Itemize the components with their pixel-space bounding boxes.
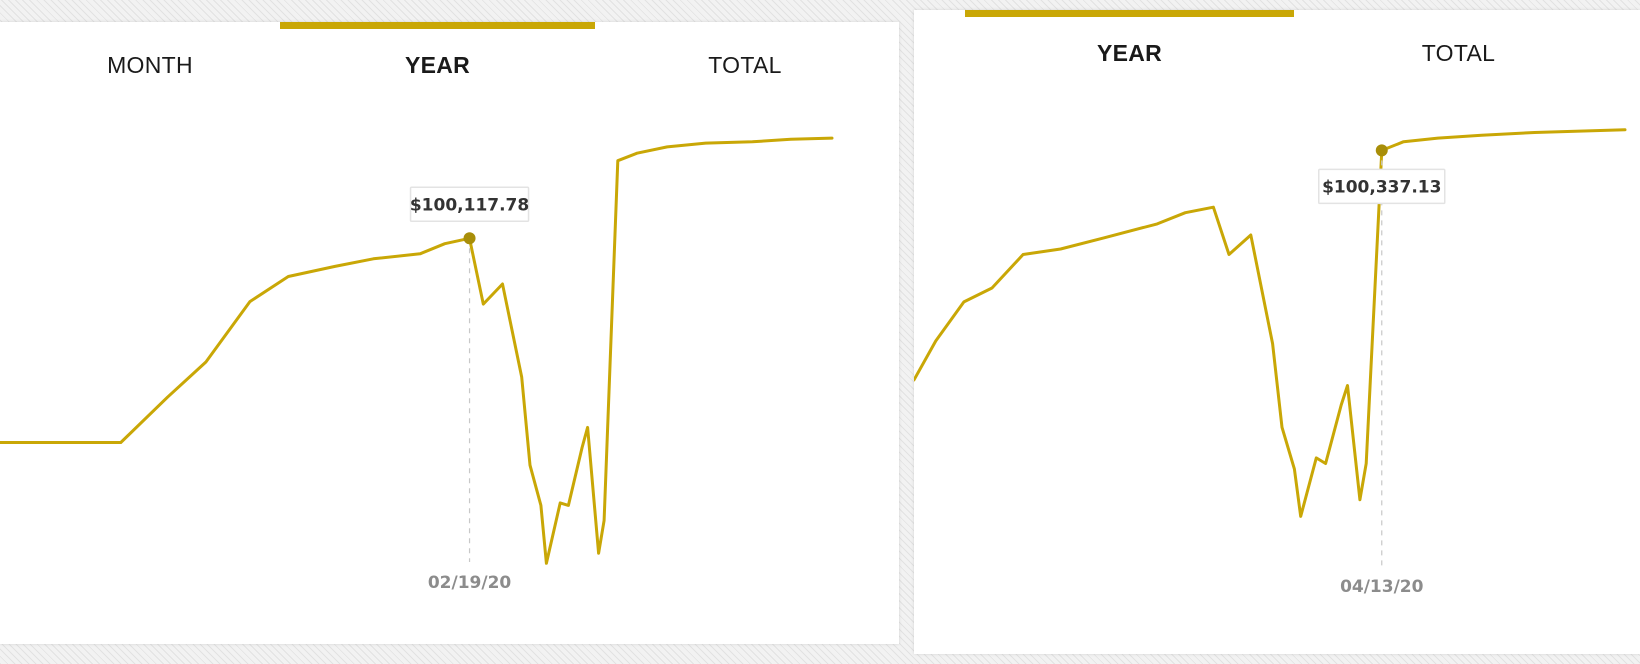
hover-date-label: 04/13/20 [1340,577,1424,597]
value-tooltip [1318,168,1446,205]
tab-total[interactable]: TOTAL [708,52,782,78]
value-tooltip [409,186,530,223]
balance-line-chart: $100,337.13 04/13/20 [914,128,1627,597]
active-tab-indicator [280,22,595,29]
tab-total[interactable]: TOTAL [1421,40,1496,66]
hover-date-label: 02/19/20 [428,573,512,593]
tab-month[interactable]: MONTH [107,52,193,78]
tab-year[interactable]: YEAR [1096,40,1163,66]
balance-series-line [0,136,834,565]
tooltip-value-label: $100,117.78 [410,195,529,215]
tooltip-value-label: $100,337.13 [1322,177,1441,197]
chart-card-left: MONTH YEAR TOTAL $100,117.78 02/19/20 [0,22,899,644]
tab-year[interactable]: YEAR [404,52,471,78]
hover-point[interactable] [463,232,476,245]
balance-line-chart: $100,117.78 02/19/20 [0,136,834,593]
hover-point[interactable] [1375,144,1388,157]
balance-series-line [914,128,1627,518]
active-tab-indicator [965,10,1294,17]
chart-card-right: YEAR TOTAL $100,337.13 04/13/20 [914,10,1640,654]
